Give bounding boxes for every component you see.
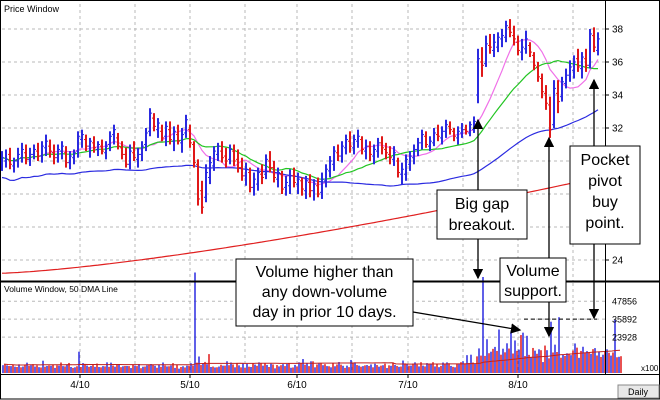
period-label: Daily [628, 387, 649, 397]
date-tick-label: 7/10 [398, 380, 418, 391]
arrow-volume-higher [412, 311, 522, 334]
date-tick-label: 5/10 [180, 380, 200, 391]
volume-bars [2, 272, 622, 373]
annotation-volume-support-box [499, 257, 567, 303]
annotation-volume-higher-box [235, 258, 414, 327]
date-tick-label: 8/10 [508, 380, 528, 391]
annotation-pocket-pivot-text: Pocket pivot buy point. [581, 152, 630, 232]
annotation-gap-breakout: Big gap breakout. [436, 189, 528, 240]
price-tick-label: 32 [612, 124, 624, 135]
annotations: Big gap breakout. Volume support. Pocket pivo… [235, 78, 641, 338]
annotation-volume-higher: Volume higher than any down-volume day in … [235, 258, 414, 327]
price-tick-label: 38 [612, 25, 624, 36]
price-tick-label: 34 [612, 91, 624, 102]
price-window-title: Price Window [4, 4, 60, 14]
volume-tick-label: 23928 [612, 333, 637, 343]
price-tick-label: 24 [612, 256, 624, 267]
price-tick-label: 36 [612, 58, 624, 69]
annotation-volume-higher-text: Volume higher than any down-volume day in … [252, 264, 396, 321]
price-bars [0, 19, 600, 214]
date-tick-label: 4/10 [70, 380, 90, 391]
volume-50dma-line [3, 349, 621, 366]
annotation-gap-breakout-box [436, 189, 528, 240]
annotation-volume-support: Volume support. [499, 257, 567, 303]
annotation-pocket-pivot-box [569, 145, 641, 245]
ma-50-line [1, 109, 599, 187]
annotation-gap-breakout-text: Big gap breakout. [449, 196, 516, 234]
period-box [617, 384, 660, 399]
volume-unit-label: x100 [641, 364, 659, 373]
date-tick-label: 6/10 [287, 380, 307, 391]
annotation-pocket-pivot: Pocket pivot buy point. [569, 145, 641, 245]
volume-tick-label: 35892 [612, 315, 637, 325]
annotation-volume-support-text: Volume support. [504, 263, 562, 300]
volume-tick-label: 47856 [612, 297, 637, 307]
volume-window-title: Volume Window, 50 DMA Line [4, 284, 118, 294]
axis-labels: Price Window Volume Window, 50 DMA Line 24… [4, 4, 659, 397]
ma-10-line [1, 38, 599, 186]
